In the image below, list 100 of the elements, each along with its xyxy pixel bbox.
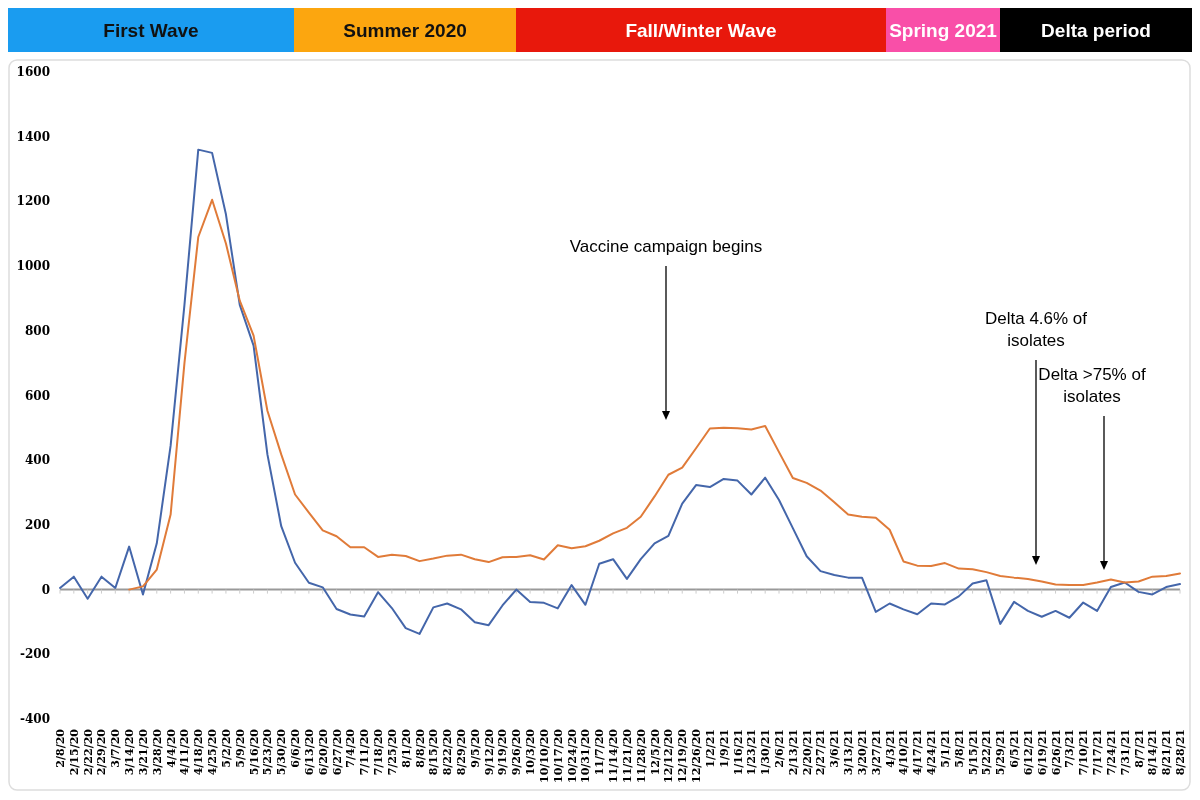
annotation: Vaccine campaign begins [569,237,763,256]
x-tick-label: 2/29/20 [95,728,109,776]
y-tick-label: -200 [19,647,50,662]
x-tick-label: 11/14/20 [607,728,621,783]
x-tick-label: 5/23/20 [261,728,275,776]
x-tick-label: 9/5/20 [468,728,482,768]
x-tick-label: 5/8/21 [952,729,966,768]
x-tick-label: 4/10/21 [897,729,911,776]
x-tick-label: 3/13/21 [842,729,856,776]
x-tick-label: 5/1/21 [938,729,952,768]
x-tick-label: 8/21/21 [1160,729,1174,776]
x-tick-label: 4/17/21 [911,729,925,776]
x-tick-label: 2/8/20 [54,728,67,768]
x-tick-label: 5/15/21 [966,729,980,776]
x-tick-label: 7/3/21 [1063,729,1077,768]
x-tick-label: 2/20/21 [800,729,814,776]
x-tick-label: 11/7/20 [593,728,607,776]
x-tick-label: 7/18/20 [372,728,386,776]
y-tick-label: 1600 [16,65,50,79]
x-tick-label: 12/19/20 [676,728,690,783]
annotation: Delta >75% of isolates [1038,365,1146,406]
x-tick-label: 12/12/20 [662,728,676,783]
text: First Wave [103,20,199,41]
x-tick-label: 12/26/20 [690,728,704,783]
x-tick-label: 2/27/21 [814,729,828,776]
x-tick-label: 8/7/21 [1132,729,1146,768]
x-tick-label: 3/27/21 [869,729,883,776]
x-tick-label: 4/25/20 [206,728,220,776]
x-tick-label: 1/30/21 [759,729,773,776]
x-tick-label: 12/5/20 [648,728,662,776]
x-tick-label: 4/4/20 [164,728,178,768]
x-tick-label: 4/3/21 [883,729,897,768]
x-tick-label: 6/12/21 [1021,729,1035,776]
x-tick-label: 4/11/20 [178,728,192,776]
x-tick-label: 6/20/20 [316,728,330,776]
x-tick-label: 3/20/21 [855,729,869,776]
line-series [59,148,1181,635]
x-tick-label: 10/17/20 [551,728,565,783]
x-tick-label: 7/10/21 [1077,729,1091,776]
x-tick-label: 7/25/20 [385,728,399,776]
x-tick-label: 6/6/20 [289,728,303,768]
x-tick-label: 5/30/20 [275,728,289,776]
x-tick-label: 10/3/20 [524,728,538,776]
x-tick-label: 6/13/20 [302,728,316,776]
y-tick-label: 600 [24,388,50,403]
x-tick-label: 6/5/21 [1008,729,1022,768]
x-tick-label: 8/14/21 [1146,729,1160,776]
x-tick-label: 11/21/20 [620,728,634,783]
x-tick-label: 8/28/21 [1174,729,1187,776]
y-tick-label: 400 [24,453,50,468]
x-tick-label: 5/2/20 [219,728,233,768]
x-tick-label: 3/7/20 [109,728,123,768]
x-tick-label: 9/19/20 [496,728,510,776]
x-tick-label: 9/12/20 [482,728,496,776]
text: Summer 2020 [343,20,467,41]
y-tick-label: 1000 [16,259,50,274]
y-tick-label: 1200 [16,194,50,209]
x-tick-label: 8/15/20 [427,728,441,776]
x-tick-label: 4/24/21 [925,729,939,776]
x-tick-label: 3/28/20 [150,728,164,776]
y-tick-label: 800 [24,323,50,338]
x-tick-label: 10/31/20 [579,728,593,783]
x-tick-label: 8/1/20 [399,728,413,768]
text: Spring 2021 [889,20,998,41]
x-tick-label: 3/6/21 [828,729,842,768]
x-tick-label: 6/27/20 [330,728,344,776]
x-tick-label: 7/31/21 [1118,729,1132,776]
x-tick-label: 5/9/20 [233,728,247,768]
x-tick-label: 1/2/21 [703,729,717,768]
x-tick-label: 6/19/21 [1035,729,1049,776]
y-tick-label: -400 [19,712,50,726]
x-tick-label: 1/16/21 [731,729,745,776]
x-tick-label: 1/9/21 [717,729,731,768]
y-tick-label: 0 [41,582,50,597]
x-tick-label: 7/24/21 [1104,729,1118,776]
x-tick-label: 5/16/20 [247,728,261,776]
annotation: Delta 4.6% of isolates [984,309,1088,350]
x-tick-label: 2/22/20 [81,728,95,776]
x-tick-label: 5/22/21 [980,729,994,776]
line-series [128,198,1181,591]
x-tick-label: 11/28/20 [634,728,648,783]
x-tick-label: 3/21/20 [136,728,150,776]
x-tick-label: 4/18/20 [192,728,206,776]
text: Fall/Winter Wave [625,20,777,41]
x-tick-label: 9/26/20 [510,728,524,776]
x-tick-label: 2/6/21 [773,729,787,768]
x-tick-label: 3/14/20 [123,728,137,776]
y-tick-label: 200 [24,517,50,532]
x-tick-label: 2/13/21 [786,729,800,776]
x-tick-label: 8/8/20 [413,728,427,768]
x-tick-label: 7/17/21 [1091,729,1105,776]
x-tick-label: 8/29/20 [454,728,468,776]
x-tick-label: 10/10/20 [537,728,551,783]
x-tick-label: 2/15/20 [67,728,81,776]
y-tick-label: 1400 [16,129,50,144]
x-tick-label: 6/26/21 [1049,729,1063,776]
x-tick-label: 7/4/20 [344,728,358,768]
text: Delta period [1041,20,1151,41]
x-tick-label: 1/23/21 [745,729,759,776]
x-tick-label: 10/24/20 [565,728,579,783]
